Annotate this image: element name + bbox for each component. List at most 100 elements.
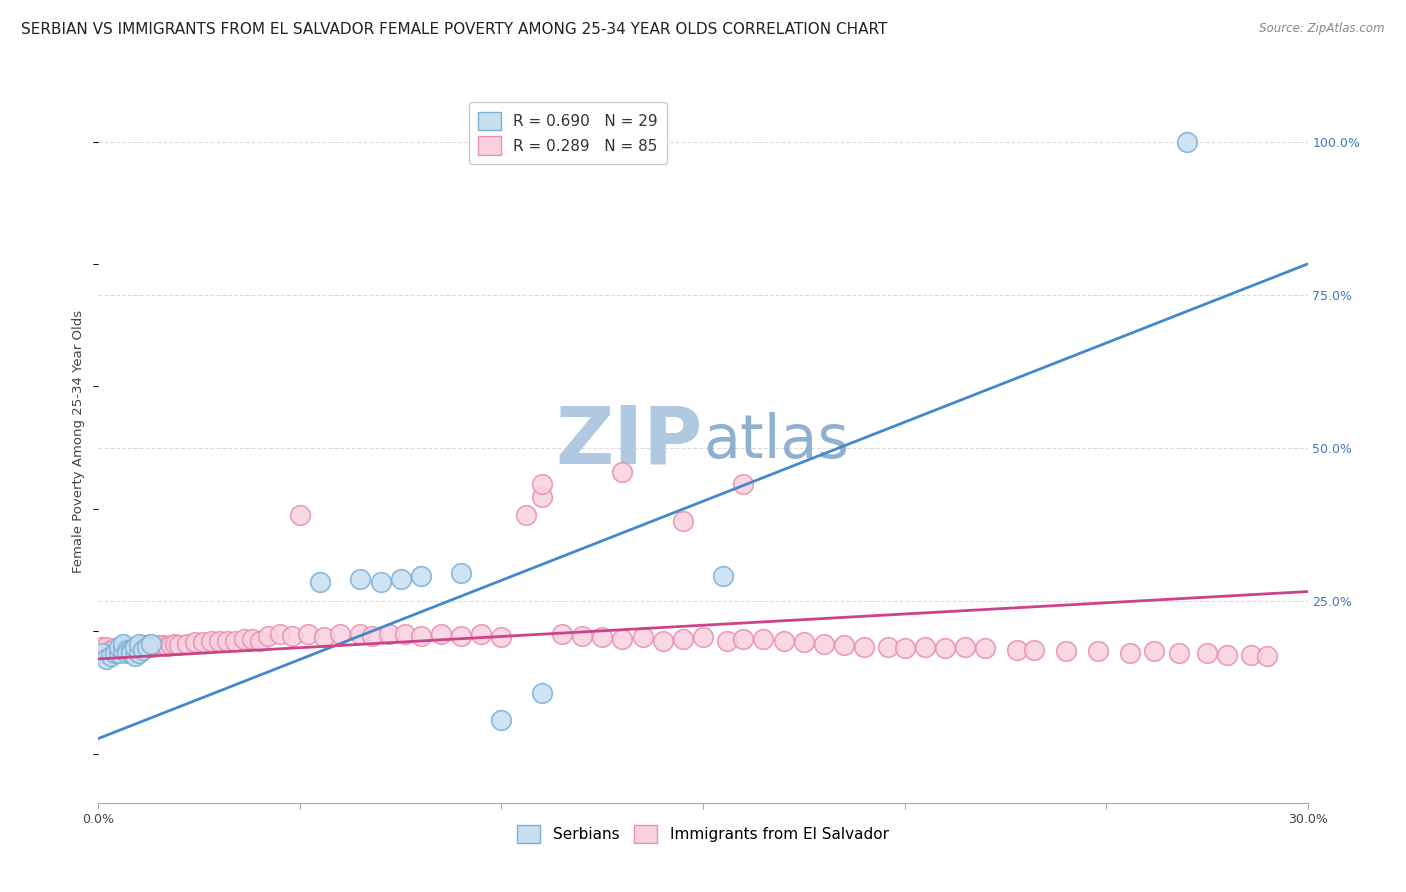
- Point: [953, 640, 976, 654]
- Point: [1167, 646, 1189, 660]
- Point: [631, 631, 654, 645]
- Point: [111, 640, 134, 654]
- Point: [591, 631, 613, 645]
- Point: [571, 629, 593, 643]
- Point: [672, 632, 695, 646]
- Point: [160, 638, 183, 652]
- Point: [1022, 642, 1045, 657]
- Point: [329, 627, 352, 641]
- Point: [184, 635, 207, 649]
- Point: [96, 640, 118, 654]
- Point: [163, 637, 186, 651]
- Point: [256, 629, 278, 643]
- Point: [193, 635, 215, 649]
- Point: [1119, 646, 1142, 660]
- Point: [115, 642, 138, 657]
- Point: [1216, 648, 1239, 662]
- Point: [143, 639, 166, 653]
- Text: SERBIAN VS IMMIGRANTS FROM EL SALVADOR FEMALE POVERTY AMONG 25-34 YEAR OLDS CORR: SERBIAN VS IMMIGRANTS FROM EL SALVADOR F…: [21, 22, 887, 37]
- Point: [288, 508, 311, 522]
- Point: [530, 477, 553, 491]
- Point: [240, 632, 263, 646]
- Point: [91, 646, 114, 660]
- Point: [389, 572, 412, 586]
- Point: [813, 637, 835, 651]
- Point: [349, 572, 371, 586]
- Point: [733, 477, 755, 491]
- Point: [107, 640, 129, 654]
- Point: [409, 629, 432, 643]
- Point: [103, 641, 125, 656]
- Point: [132, 638, 155, 652]
- Point: [167, 638, 190, 652]
- Point: [832, 638, 855, 652]
- Point: [551, 627, 574, 641]
- Point: [224, 633, 246, 648]
- Point: [430, 627, 453, 641]
- Point: [491, 713, 513, 727]
- Point: [1256, 648, 1278, 663]
- Point: [139, 640, 162, 654]
- Text: ZIP: ZIP: [555, 402, 703, 481]
- Y-axis label: Female Poverty Among 25-34 Year Olds: Female Poverty Among 25-34 Year Olds: [72, 310, 86, 573]
- Point: [612, 465, 634, 479]
- Point: [124, 640, 146, 655]
- Point: [269, 627, 291, 641]
- Point: [156, 639, 179, 653]
- Point: [530, 490, 553, 504]
- Point: [450, 629, 472, 643]
- Point: [409, 569, 432, 583]
- Point: [934, 641, 956, 656]
- Point: [152, 638, 174, 652]
- Point: [914, 640, 936, 654]
- Point: [135, 640, 157, 654]
- Point: [377, 627, 399, 641]
- Point: [281, 629, 304, 643]
- Point: [309, 575, 332, 590]
- Point: [450, 566, 472, 581]
- Point: [115, 646, 138, 660]
- Point: [100, 648, 122, 663]
- Point: [974, 641, 997, 656]
- Point: [1175, 135, 1198, 149]
- Point: [120, 646, 142, 660]
- Point: [530, 685, 553, 699]
- Point: [711, 569, 734, 583]
- Point: [612, 632, 634, 646]
- Point: [1143, 644, 1166, 658]
- Point: [208, 633, 231, 648]
- Point: [200, 634, 222, 648]
- Point: [515, 508, 537, 522]
- Text: Source: ZipAtlas.com: Source: ZipAtlas.com: [1260, 22, 1385, 36]
- Point: [111, 637, 134, 651]
- Point: [361, 629, 384, 643]
- Point: [103, 646, 125, 660]
- Point: [716, 633, 738, 648]
- Point: [148, 638, 170, 652]
- Point: [672, 514, 695, 528]
- Point: [100, 642, 122, 657]
- Point: [135, 638, 157, 652]
- Point: [793, 635, 815, 649]
- Point: [1087, 644, 1109, 658]
- Point: [111, 642, 134, 657]
- Point: [120, 642, 142, 657]
- Point: [349, 627, 371, 641]
- Point: [877, 640, 900, 654]
- Point: [176, 637, 198, 651]
- Point: [1007, 642, 1029, 657]
- Point: [297, 627, 319, 641]
- Point: [132, 642, 155, 657]
- Point: [1240, 648, 1263, 662]
- Point: [232, 632, 254, 646]
- Point: [651, 633, 673, 648]
- Point: [893, 641, 915, 656]
- Point: [752, 632, 775, 646]
- Point: [314, 631, 336, 645]
- Legend: Serbians, Immigrants from El Salvador: Serbians, Immigrants from El Salvador: [512, 819, 894, 849]
- Point: [96, 652, 118, 666]
- Point: [128, 637, 150, 651]
- Point: [772, 633, 794, 648]
- Point: [249, 633, 271, 648]
- Point: [370, 575, 392, 590]
